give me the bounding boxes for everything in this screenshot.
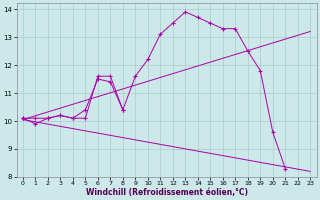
X-axis label: Windchill (Refroidissement éolien,°C): Windchill (Refroidissement éolien,°C) [85,188,248,197]
